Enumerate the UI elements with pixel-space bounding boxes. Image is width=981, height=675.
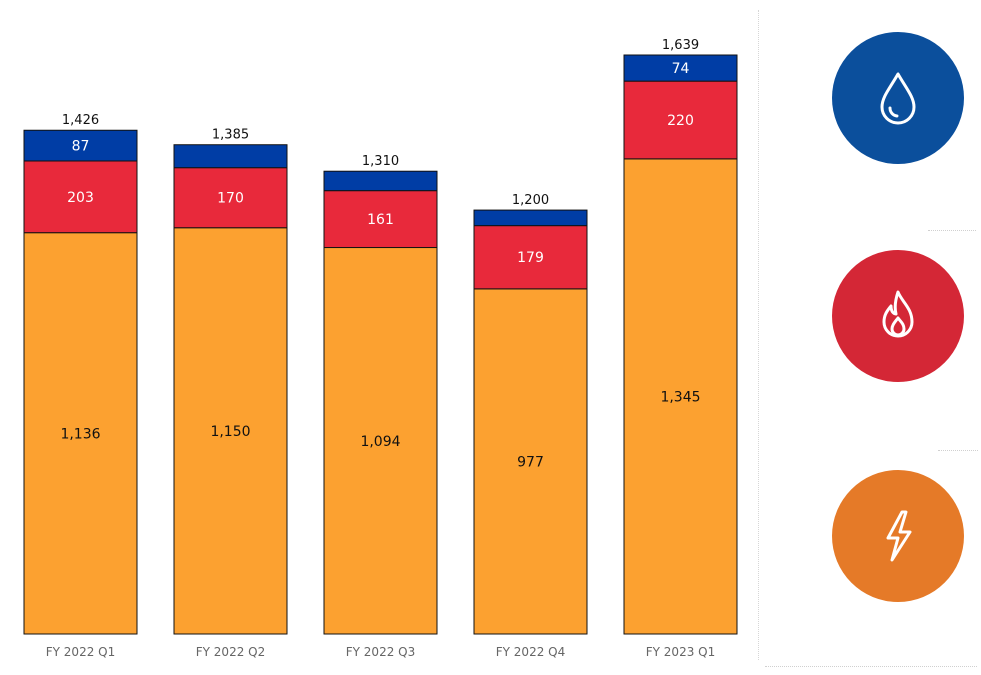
bar-segment	[23, 160, 138, 234]
legend-divider-vertical	[758, 10, 759, 660]
bar-segment	[473, 225, 588, 290]
legend-divider-2	[938, 450, 978, 451]
data-label: 1,150	[210, 424, 250, 440]
category-label: FY 2022 Q2	[196, 645, 265, 659]
bar-segment	[23, 232, 138, 635]
data-label: 179	[517, 250, 544, 266]
flame-icon	[832, 250, 964, 382]
bar-segment	[623, 158, 738, 635]
total-label: 1,385	[212, 128, 249, 143]
bar-segment	[473, 288, 588, 635]
data-label: 1,345	[660, 389, 700, 405]
data-label: 1,094	[360, 434, 400, 450]
bar-segment	[623, 80, 738, 160]
bar-segment	[173, 167, 288, 229]
data-label: 220	[667, 113, 694, 129]
bar-segment	[23, 129, 138, 162]
category-label: FY 2022 Q4	[496, 645, 565, 659]
water-drop-icon	[832, 32, 964, 164]
category-label: FY 2023 Q1	[646, 645, 715, 659]
bar-segment	[173, 227, 288, 635]
legend-divider-bottom	[765, 666, 977, 667]
data-label: 87	[72, 139, 90, 155]
data-label: 170	[217, 191, 244, 207]
lightning-bolt-icon	[832, 470, 964, 602]
bar-segment	[323, 247, 438, 635]
data-label: 161	[367, 212, 394, 228]
category-label: FY 2022 Q1	[46, 645, 115, 659]
category-label: FY 2022 Q3	[346, 645, 415, 659]
bar-segment	[623, 54, 738, 82]
total-label: 1,426	[62, 113, 99, 128]
data-label: 74	[672, 61, 690, 77]
total-label: 1,200	[512, 193, 549, 208]
total-label: 1,639	[662, 38, 699, 53]
legend-divider-1	[928, 230, 976, 231]
bar-segment	[473, 209, 588, 227]
data-label: 1,136	[60, 426, 100, 442]
bar-segment	[323, 190, 438, 249]
bar-segment	[323, 170, 438, 192]
data-label: 977	[517, 454, 544, 470]
total-label: 1,310	[362, 154, 399, 169]
bar-segment	[173, 144, 288, 169]
data-label: 203	[67, 190, 94, 206]
